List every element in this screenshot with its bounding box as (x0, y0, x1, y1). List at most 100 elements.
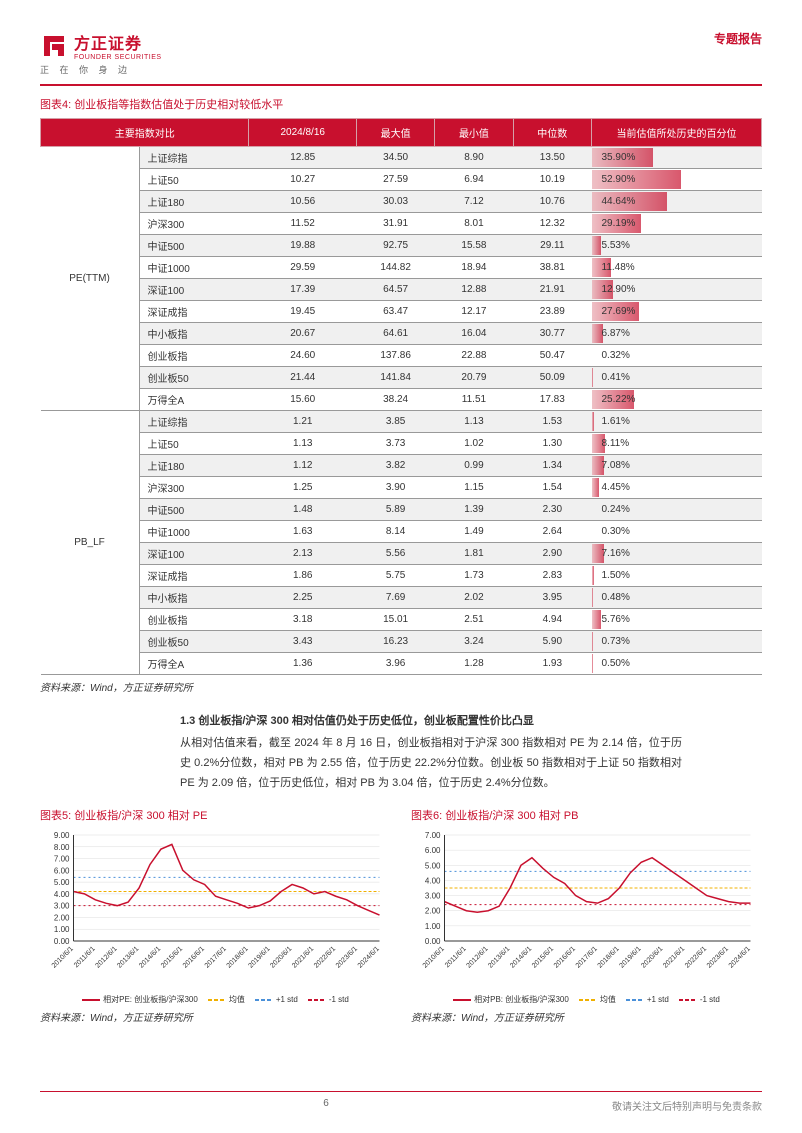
table-row: 万得全A1.363.961.281.930.50% (41, 653, 762, 675)
table-row: 创业板指24.60137.8622.8850.470.32% (41, 345, 762, 367)
svg-text:6.00: 6.00 (425, 847, 441, 856)
table-row: 创业板5021.44141.8420.7950.090.41% (41, 367, 762, 389)
table-row: 中证10001.638.141.492.640.30% (41, 521, 762, 543)
table-cell: 3.24 (435, 631, 513, 653)
table-cell: 11.52 (249, 213, 356, 235)
svg-text:2021/6/1: 2021/6/1 (662, 946, 686, 970)
table-cell: 3.73 (356, 433, 434, 455)
table-cell: 20.79 (435, 367, 513, 389)
percentile-bar-cell: 29.19% (592, 213, 762, 235)
legend-item: +1 std (626, 994, 669, 1005)
table-cell: 4.94 (513, 609, 591, 631)
table-cell: 12.85 (249, 147, 356, 169)
table-cell: 15.01 (356, 609, 434, 631)
svg-text:6.00: 6.00 (54, 867, 70, 876)
table-cell: 上证50 (139, 433, 249, 455)
table-cell: 1.13 (435, 411, 513, 433)
table-cell: 19.88 (249, 235, 356, 257)
table-row: 上证18010.5630.037.1210.7644.64% (41, 191, 762, 213)
percentile-bar-cell: 35.90% (592, 147, 762, 169)
percentile-bar-cell: 0.30% (592, 521, 762, 543)
svg-text:2023/6/1: 2023/6/1 (335, 946, 359, 970)
page-header: 方正证券 FOUNDER SECURITIES 正 在 你 身 边 专题报告 (40, 30, 762, 86)
table-cell: 上证综指 (139, 147, 249, 169)
table-cell: 12.17 (435, 301, 513, 323)
table-cell: 中小板指 (139, 323, 249, 345)
table-row: 上证501.133.731.021.308.11% (41, 433, 762, 455)
table-row: 创业板503.4316.233.245.900.73% (41, 631, 762, 653)
table-header: 最小值 (435, 119, 513, 147)
percentile-bar-cell: 11.48% (592, 257, 762, 279)
table-cell: 2.90 (513, 543, 591, 565)
table-cell: 5.56 (356, 543, 434, 565)
svg-text:2015/6/1: 2015/6/1 (160, 946, 184, 970)
percentile-bar-cell: 27.69% (592, 301, 762, 323)
table-cell: 5.89 (356, 499, 434, 521)
percentile-bar-cell: 6.87% (592, 323, 762, 345)
table-cell: 创业板指 (139, 345, 249, 367)
company-name-cn: 方正证券 (74, 30, 162, 54)
table-cell: 5.90 (513, 631, 591, 653)
table-cell: 1.73 (435, 565, 513, 587)
table-cell: 3.90 (356, 477, 434, 499)
svg-text:2016/6/1: 2016/6/1 (182, 946, 206, 970)
svg-text:7.00: 7.00 (54, 855, 70, 864)
svg-text:2019/6/1: 2019/6/1 (618, 946, 642, 970)
percentile-bar-cell: 12.90% (592, 279, 762, 301)
svg-text:3.00: 3.00 (425, 892, 441, 901)
table-cell: 21.44 (249, 367, 356, 389)
table-cell: 1.49 (435, 521, 513, 543)
table-cell: 上证综指 (139, 411, 249, 433)
report-type: 专题报告 (714, 30, 762, 47)
chart5-title: 图表5: 创业板指/沪深 300 相对 PE (40, 807, 391, 823)
table-cell: 16.23 (356, 631, 434, 653)
table-cell: 中证500 (139, 235, 249, 257)
table-cell: 1.25 (249, 477, 356, 499)
table-header: 中位数 (513, 119, 591, 147)
chart6-col: 图表6: 创业板指/沪深 300 相对 PB 0.001.002.003.004… (411, 807, 762, 1024)
table-cell: 2.02 (435, 587, 513, 609)
table-cell: 29.11 (513, 235, 591, 257)
table-cell: 1.39 (435, 499, 513, 521)
svg-text:0.00: 0.00 (425, 937, 441, 946)
section-body: 从相对估值来看，截至 2024 年 8 月 16 日，创业板指相对于沪深 300… (180, 734, 682, 793)
company-name-en: FOUNDER SECURITIES (74, 54, 162, 61)
table-cell: 15.58 (435, 235, 513, 257)
table-row: 深证成指19.4563.4712.1723.8927.69% (41, 301, 762, 323)
company-logo-icon (40, 32, 68, 60)
legend-item: 均值 (579, 994, 616, 1005)
svg-text:5.00: 5.00 (54, 879, 70, 888)
svg-text:4.00: 4.00 (425, 877, 441, 886)
table-cell: 31.91 (356, 213, 434, 235)
table-cell: 深证100 (139, 543, 249, 565)
legend-item: +1 std (255, 994, 298, 1005)
table-cell: 1.02 (435, 433, 513, 455)
table-cell: 137.86 (356, 345, 434, 367)
table-cell: 1.36 (249, 653, 356, 675)
svg-text:2021/6/1: 2021/6/1 (291, 946, 315, 970)
legend-item: 相对PB: 创业板指/沪深300 (453, 994, 569, 1005)
percentile-bar-cell: 1.50% (592, 565, 762, 587)
svg-text:2020/6/1: 2020/6/1 (269, 946, 293, 970)
table-row: 万得全A15.6038.2411.5117.8325.22% (41, 389, 762, 411)
table-cell: 3.85 (356, 411, 434, 433)
table-cell: 中证1000 (139, 257, 249, 279)
table-cell: 10.19 (513, 169, 591, 191)
table-cell: 创业板指 (139, 609, 249, 631)
percentile-bar-cell: 1.61% (592, 411, 762, 433)
chart6-legend: 相对PB: 创业板指/沪深300均值+1 std-1 std (411, 994, 762, 1005)
table-cell: 1.53 (513, 411, 591, 433)
svg-text:2020/6/1: 2020/6/1 (640, 946, 664, 970)
table-cell: 7.69 (356, 587, 434, 609)
table-cell: 2.25 (249, 587, 356, 609)
table-cell: 13.50 (513, 147, 591, 169)
table-cell: 1.86 (249, 565, 356, 587)
chart6-svg: 0.001.002.003.004.005.006.007.002010/6/1… (411, 829, 762, 989)
chart5-legend: 相对PE: 创业板指/沪深300均值+1 std-1 std (40, 994, 391, 1005)
table-cell: 3.18 (249, 609, 356, 631)
percentile-bar-cell: 25.22% (592, 389, 762, 411)
svg-text:0.00: 0.00 (54, 937, 70, 946)
table-row: PE(TTM)上证综指12.8534.508.9013.5035.90% (41, 147, 762, 169)
table-cell: 1.34 (513, 455, 591, 477)
table-cell: 12.88 (435, 279, 513, 301)
